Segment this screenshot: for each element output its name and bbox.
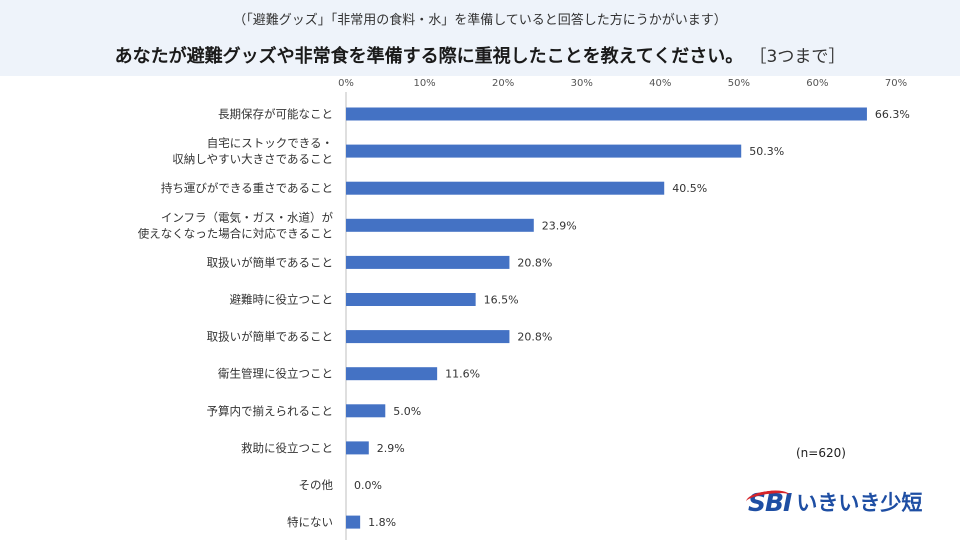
bar bbox=[346, 330, 510, 344]
bar-value-label: 16.5% bbox=[484, 294, 519, 307]
category-label: インフラ（電気・ガス・水道）が使えなくなった場合に対応できること bbox=[138, 210, 334, 240]
x-tick-label: 0% bbox=[338, 78, 354, 89]
bar-value-label: 20.8% bbox=[517, 256, 552, 269]
bar-value-label: 66.3% bbox=[875, 108, 910, 121]
x-tick-label: 50% bbox=[728, 78, 750, 89]
bar bbox=[346, 441, 369, 455]
category-label: 避難時に役立つこと bbox=[230, 293, 334, 307]
category-label: 衛生管理に役立つこと bbox=[218, 367, 333, 381]
bar-value-label: 20.8% bbox=[517, 331, 552, 344]
x-tick-label: 20% bbox=[492, 78, 514, 89]
chart-title-note: ［3つまで］ bbox=[749, 47, 846, 67]
category-label: 長期保存が可能なこと bbox=[218, 107, 333, 121]
category-label: 特にない bbox=[287, 515, 333, 529]
chart-title: あなたが避難グッズや非常食を準備する際に重視したことを教えてください。 ［3つま… bbox=[0, 42, 960, 68]
chart-title-text: あなたが避難グッズや非常食を準備する際に重視したことを教えてください。 bbox=[114, 46, 744, 67]
bar-value-label: 50.3% bbox=[749, 145, 784, 158]
bar-value-label: 0.0% bbox=[354, 479, 382, 492]
category-label: 自宅にストックできる・収納しやすい大きさであること bbox=[172, 136, 333, 166]
logo-mark-text: SBI bbox=[748, 487, 792, 517]
category-label: 取扱いが簡単であること bbox=[207, 255, 333, 269]
bar bbox=[346, 218, 534, 232]
bar-chart: 0% 10% 20% 30% 40% 50% 60% 70% 長期保存が可能なこと 66.3% 自宅… bbox=[138, 78, 910, 540]
sample-size-note: (n=620) bbox=[796, 446, 846, 460]
category-label: その他 bbox=[299, 478, 334, 492]
bar-value-label: 2.9% bbox=[377, 442, 405, 455]
bar bbox=[346, 181, 665, 195]
bar bbox=[346, 404, 386, 418]
header-band: （「避難グッズ」「非常用の食料・水」を準備していると回答した方にうかがいます） … bbox=[0, 0, 960, 76]
bar bbox=[346, 515, 361, 529]
bar-value-label: 5.0% bbox=[393, 405, 421, 418]
category-label: 持ち運びができる重さであること bbox=[161, 181, 333, 195]
x-tick-label: 70% bbox=[885, 78, 907, 89]
x-tick-label: 30% bbox=[571, 78, 593, 89]
bar bbox=[346, 255, 510, 269]
bar bbox=[346, 107, 867, 121]
bar-value-label: 11.6% bbox=[445, 368, 480, 381]
logo-mark: SBI bbox=[745, 487, 792, 517]
bar bbox=[346, 367, 438, 381]
bar bbox=[346, 293, 476, 306]
chart-subtitle: （「避難グッズ」「非常用の食料・水」を準備していると回答した方にうかがいます） bbox=[233, 13, 727, 28]
category-label: 取扱いが簡単であること bbox=[207, 330, 333, 344]
category-label: 救助に役立つこと bbox=[241, 441, 333, 455]
brand-logo: SBI いきいき少短 bbox=[745, 486, 923, 518]
x-tick-label: 10% bbox=[413, 78, 435, 89]
category-label: 予算内で揃えられること bbox=[207, 404, 334, 418]
bar bbox=[346, 144, 742, 158]
bar-value-label: 23.9% bbox=[542, 219, 577, 232]
x-tick-label: 40% bbox=[649, 78, 671, 89]
bar-value-label: 40.5% bbox=[672, 182, 707, 195]
bar-value-label: 1.8% bbox=[368, 516, 396, 529]
logo-text: いきいき少短 bbox=[796, 491, 923, 515]
x-tick-label: 60% bbox=[806, 78, 828, 89]
